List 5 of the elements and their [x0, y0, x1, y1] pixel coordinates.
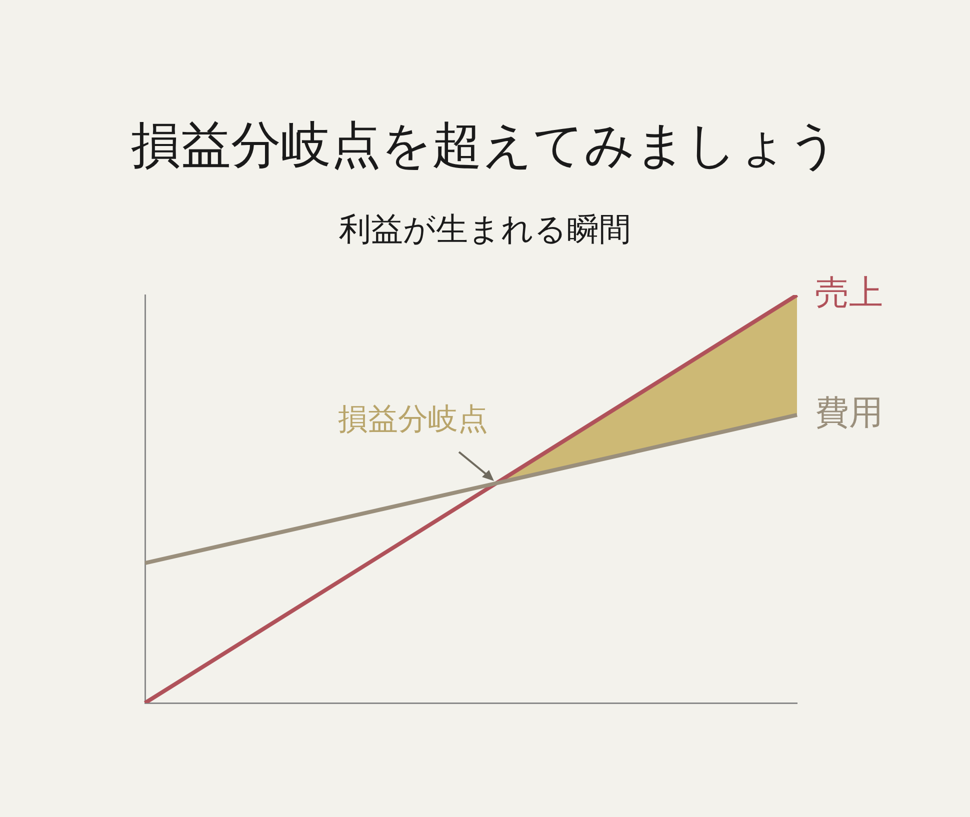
annotation: 損益分岐点	[338, 402, 488, 438]
chart-subtitle: 利益が生まれる瞬間	[338, 209, 632, 250]
series-label: 費用	[815, 392, 883, 433]
series-label: 売上	[815, 272, 883, 313]
chart-title: 損益分岐点を超えてみましょう	[130, 115, 840, 176]
